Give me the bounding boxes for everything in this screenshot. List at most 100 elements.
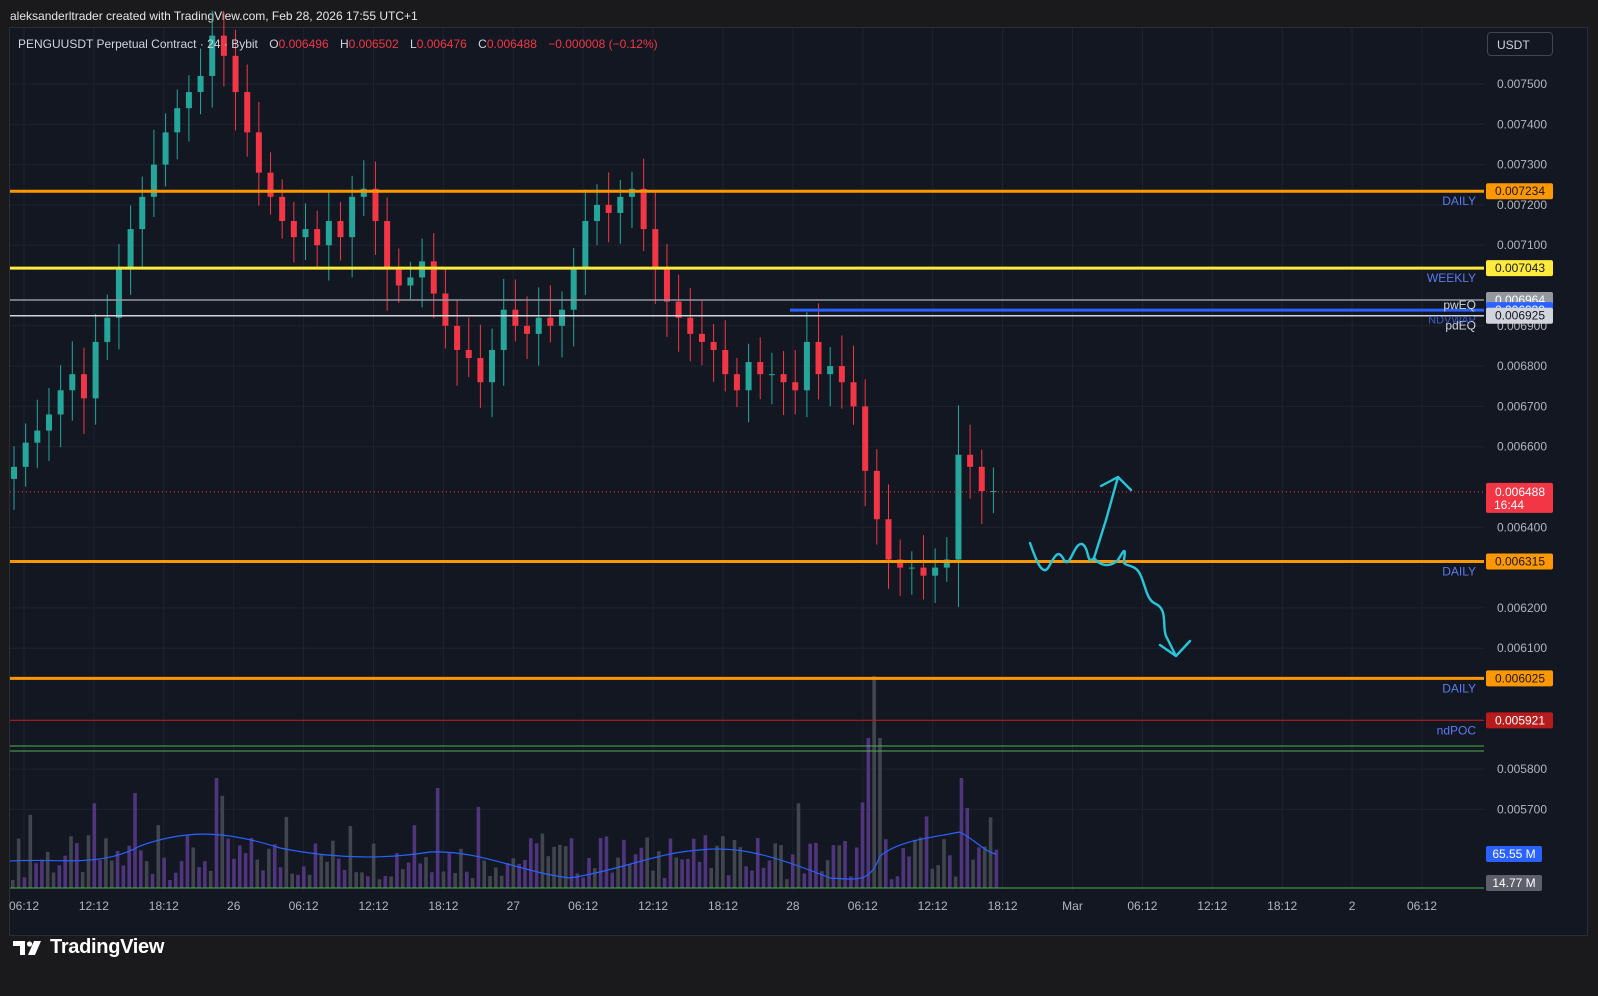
candle-body: [92, 341, 99, 399]
volume-bar: [22, 877, 27, 888]
volume-bar: [889, 879, 894, 888]
candle-body: [570, 269, 577, 310]
candle-body: [524, 325, 531, 334]
candle-body: [139, 196, 146, 230]
volume-bar: [296, 874, 300, 888]
currency-selector[interactable]: USDT: [1487, 32, 1553, 56]
volume-bar: [860, 802, 865, 888]
candle-body: [290, 221, 297, 238]
candle-body: [209, 35, 216, 76]
volume-bar: [785, 879, 789, 888]
time-axis-label: 06:12: [289, 899, 319, 913]
volume-bar: [139, 850, 143, 888]
volume-bar: [849, 876, 853, 888]
volume-bar: [604, 836, 609, 888]
volume-bar: [686, 858, 690, 888]
volume-bar: [121, 865, 126, 888]
volume-bar: [208, 870, 213, 888]
candle-body: [768, 374, 775, 376]
volume-bar: [837, 845, 842, 888]
volume-bar: [243, 853, 248, 888]
time-axis-label: 27: [507, 899, 521, 913]
volume-bar: [383, 876, 388, 888]
price-axis-label: 0.006700: [1497, 399, 1547, 413]
volume-bar: [133, 793, 137, 888]
volume-bar: [569, 838, 574, 888]
candle-body: [617, 196, 624, 213]
candle-body: [220, 35, 227, 56]
candle-body: [582, 221, 589, 270]
plot-area: [9, 10, 1484, 890]
level-price-tag-text: 0.005921: [1495, 713, 1545, 727]
candle-body: [873, 470, 880, 520]
candle-body: [80, 374, 87, 399]
volume-bar: [796, 803, 801, 888]
time-axis-label: 12:12: [79, 899, 109, 913]
volume-bar: [400, 869, 405, 888]
candle-body: [11, 466, 17, 479]
volume-bar: [563, 846, 568, 888]
time-axis-label: Mar: [1062, 899, 1083, 913]
candle-body: [710, 341, 717, 350]
volume-bar: [214, 778, 219, 888]
volume-bar: [418, 863, 422, 888]
volume-bar: [924, 816, 929, 888]
level-label: pdEQ: [1445, 319, 1476, 333]
candle-body: [407, 277, 414, 286]
volume-bar: [511, 858, 516, 888]
candle-body: [559, 309, 566, 326]
candle-body: [675, 301, 682, 318]
time-axis-label: 26: [227, 899, 241, 913]
volume-bar: [203, 861, 207, 888]
volume-bar: [482, 860, 487, 888]
candle-body: [978, 466, 985, 492]
candle-body: [850, 382, 857, 407]
volume-bar: [930, 868, 935, 888]
candle-body: [22, 442, 29, 467]
candle-body: [500, 309, 507, 350]
time-axis-label: 18:12: [708, 899, 738, 913]
volume-bar: [843, 841, 847, 888]
volume-bar: [453, 873, 457, 888]
volume-bar: [598, 838, 603, 888]
volume-bar: [92, 803, 97, 888]
symbol-title[interactable]: PENGUUSDT Perpetual Contract · 24 · Bybi…: [18, 37, 258, 51]
volume-bar: [546, 856, 551, 888]
volume-ma-tag: [1486, 875, 1542, 891]
level-price-tag: [1486, 183, 1553, 200]
candle-body: [150, 164, 157, 197]
price-axis-label: 0.006400: [1497, 520, 1547, 534]
candle-body: [325, 221, 332, 246]
level-price-tag: [1486, 260, 1553, 277]
time-axis-label: 12:12: [638, 899, 668, 913]
volume-bar: [633, 854, 638, 888]
volume-bar: [51, 872, 56, 888]
candle-body: [244, 92, 251, 133]
forecast-down-arrow: [1092, 549, 1192, 658]
volume-bar: [627, 864, 632, 888]
volume-bar: [447, 853, 452, 888]
volume-bar: [918, 837, 923, 888]
volume-bar: [464, 871, 469, 888]
level-price-tag: [1486, 307, 1553, 324]
volume-bar: [977, 847, 981, 888]
candle-body: [757, 362, 764, 375]
candle-body: [967, 454, 974, 467]
candle-body: [395, 269, 402, 286]
candle-body: [267, 172, 274, 197]
volume-bar: [371, 843, 376, 888]
candle-body: [943, 559, 950, 568]
tradingview-brand: TradingView: [12, 936, 164, 959]
candle-body: [34, 430, 41, 443]
candle-body: [197, 75, 204, 93]
volume-bar: [86, 835, 91, 888]
candle-body: [454, 325, 461, 350]
volume-bar: [342, 869, 347, 888]
volume-bar: [127, 845, 131, 888]
volume-bar: [982, 846, 987, 888]
level-label: DAILY: [1442, 681, 1476, 695]
volume-bar: [232, 858, 236, 888]
volume-bar: [907, 856, 911, 888]
candle-body: [465, 349, 472, 359]
